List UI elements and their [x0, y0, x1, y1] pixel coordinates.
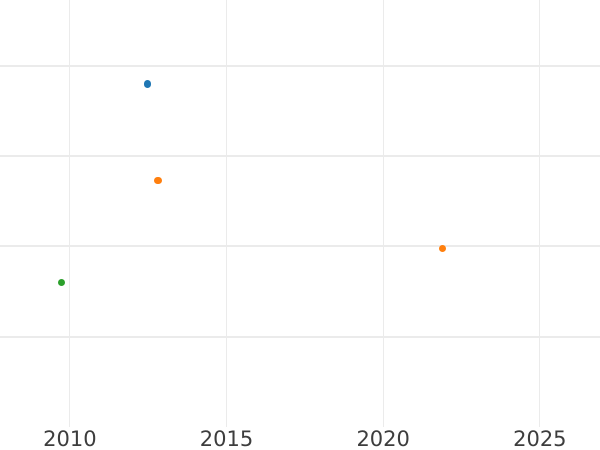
v-gridline-2015: [225, 0, 228, 427]
h-gridline-2: [0, 245, 600, 248]
x-tick-label-2025: 2025: [513, 427, 567, 450]
x-tick-label-2015: 2015: [199, 427, 254, 450]
data-point-1: [143, 80, 152, 88]
v-gridline-2010: [69, 0, 71, 427]
x-tick-label-2020: 2020: [356, 427, 410, 450]
h-gridline-1: [0, 335, 600, 338]
v-gridline-2020: [382, 0, 384, 427]
h-gridline-4: [0, 64, 600, 67]
h-gridline-3: [0, 155, 600, 158]
data-point-3: [438, 244, 447, 252]
v-gridline-2025: [539, 0, 541, 427]
data-point-0: [57, 278, 66, 287]
x-tick-label-2010: 2010: [43, 427, 97, 450]
plot-area: [0, 0, 600, 427]
data-point-2: [154, 176, 162, 185]
